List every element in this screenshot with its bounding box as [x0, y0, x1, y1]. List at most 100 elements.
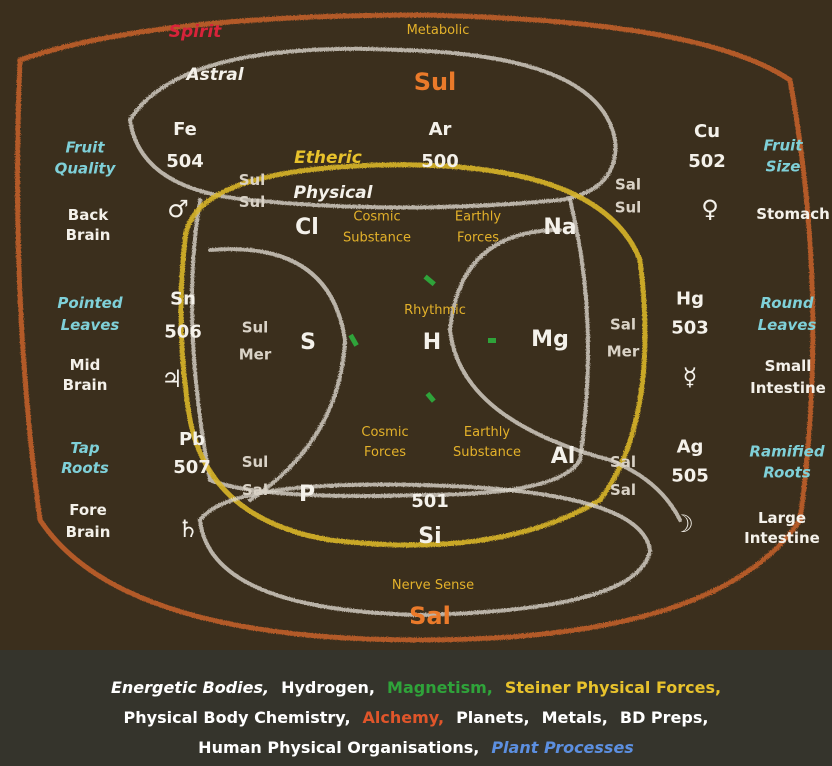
label-line: ☿	[683, 363, 698, 391]
label-line: Large	[758, 509, 806, 527]
label: ♃	[161, 365, 183, 393]
label-line: Sal	[615, 175, 641, 193]
label-line: Roots	[61, 459, 109, 477]
label: Stomach	[756, 205, 830, 223]
label-line: Roots	[763, 463, 811, 481]
label-line: Leaves	[758, 316, 817, 334]
label: Na	[543, 215, 576, 240]
label-line: 507	[173, 457, 211, 478]
label-line: 501	[411, 491, 449, 512]
label-line: Sul	[615, 198, 642, 216]
label: Metabolic	[407, 23, 470, 38]
label-line: Hg	[676, 289, 704, 310]
label-line: S	[300, 330, 316, 355]
label-line: Al	[551, 444, 576, 469]
label-line: Cl	[295, 215, 319, 240]
label-line: Sal	[409, 602, 451, 630]
label-line: 502	[688, 151, 726, 172]
label-line: Sul	[239, 171, 266, 189]
label: ♂	[167, 195, 189, 223]
label-line: Brain	[63, 376, 108, 394]
label: Rhythmic	[404, 303, 466, 318]
label-line: Cosmic	[353, 209, 400, 224]
label-line: Sn	[170, 289, 196, 310]
legend-item: Plant Processes	[491, 738, 634, 757]
label-line: P	[299, 482, 315, 507]
label-line: Round	[760, 294, 813, 312]
label-line: Pb	[179, 429, 205, 450]
label-line: Mer	[607, 342, 640, 360]
label-line: Cosmic	[361, 425, 408, 440]
label-line: Size	[766, 157, 801, 175]
label-line: 500	[421, 151, 459, 172]
label-line: 506	[164, 322, 202, 343]
label-line: Astral	[184, 65, 244, 85]
label-line: Fruit	[66, 138, 106, 156]
label-line: Sul	[242, 453, 269, 471]
label-line: Mg	[531, 327, 569, 352]
label: Cl	[295, 215, 319, 240]
label: ♄	[177, 515, 199, 543]
label-line: Fe	[173, 119, 197, 140]
label-line: Mer	[239, 345, 272, 363]
label: Nerve Sense	[392, 578, 474, 593]
label-line: Etheric	[294, 148, 362, 168]
legend-item: Energetic Bodies,	[111, 678, 269, 697]
legend-line: Energetic Bodies,Hydrogen,Magnetism,Stei…	[111, 678, 721, 697]
label: Sal	[409, 602, 451, 630]
label-line: Mid	[70, 356, 101, 374]
label: S	[300, 330, 316, 355]
label: Mg	[531, 327, 569, 352]
label-line: Sal	[610, 481, 636, 499]
label: Al	[551, 444, 576, 469]
label-line: Physical	[294, 183, 374, 203]
label-line: Ar	[429, 119, 452, 140]
label-line: Ramified	[749, 442, 824, 460]
label-line: ♀	[701, 195, 719, 223]
label-line: Fore	[69, 501, 107, 519]
label: ☽	[672, 510, 694, 538]
label: Spirit	[169, 22, 222, 42]
label-line: Intestine	[744, 529, 820, 547]
label-line: Sal	[242, 481, 268, 499]
label: 501	[411, 491, 449, 512]
label-line: H	[423, 330, 441, 355]
legend-item: Magnetism,	[387, 678, 493, 697]
label-line: Cu	[694, 121, 720, 142]
label-line: ♃	[161, 365, 183, 393]
label-line: ♂	[167, 195, 189, 223]
legend-item: Human Physical Organisations,	[198, 738, 479, 757]
label: Physical	[294, 183, 374, 203]
label-line: Sul	[239, 193, 266, 211]
label-line: Ag	[677, 437, 704, 458]
label: ♀	[701, 195, 719, 223]
label-line: Stomach	[756, 205, 830, 223]
label-line: Small	[765, 357, 812, 375]
label-line: Metabolic	[407, 23, 470, 38]
label-line: Earthly	[455, 209, 501, 224]
label-line: Quality	[55, 159, 117, 177]
diagram: Spirit Metabolic Astral Sul Fruit Quality Fe 50…	[0, 0, 832, 766]
legend-item: BD Preps,	[620, 708, 709, 727]
label: ☿	[683, 363, 698, 391]
legend-line: Physical Body Chemistry,Alchemy,Planets,…	[124, 708, 709, 727]
label-line: ♄	[177, 515, 199, 543]
legend-item: Steiner Physical Forces,	[505, 678, 721, 697]
label-line: Tap	[70, 439, 100, 457]
legend-item: Planets,	[456, 708, 530, 727]
label-line: Nerve Sense	[392, 578, 474, 593]
label-line: Brain	[66, 523, 111, 541]
label: P	[299, 482, 315, 507]
label-line: Back	[68, 206, 109, 224]
label: Etheric	[294, 148, 362, 168]
legend-item: Alchemy,	[363, 708, 445, 727]
label-line: 503	[671, 318, 709, 339]
label-line: Earthly	[464, 425, 510, 440]
label: Si	[418, 524, 441, 549]
legend-line: Human Physical Organisations, Plant Proce…	[198, 738, 634, 757]
label-line: Substance	[453, 445, 521, 460]
label-line: Forces	[364, 445, 406, 460]
label-line: Leaves	[61, 316, 120, 334]
label-line: Fruit	[764, 136, 804, 154]
label: Sul	[414, 68, 457, 96]
